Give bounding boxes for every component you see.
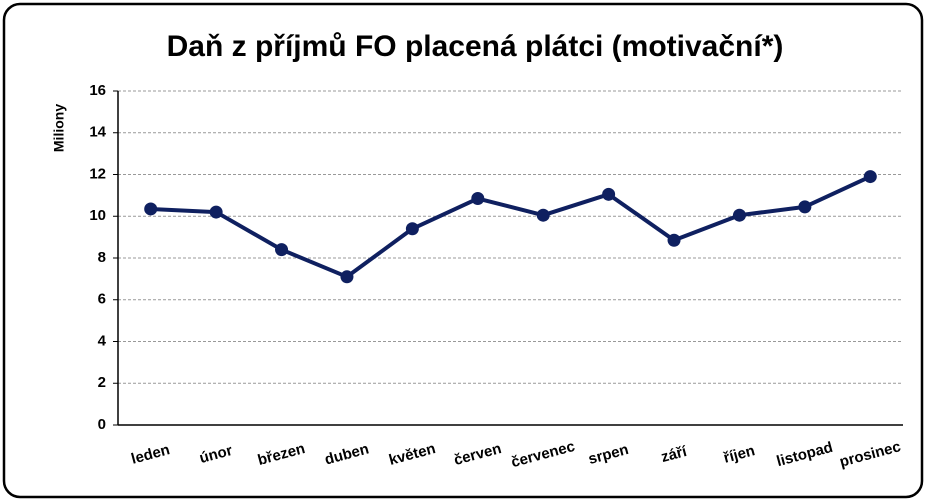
marker <box>863 170 877 184</box>
marker <box>209 205 223 219</box>
marker <box>798 200 812 214</box>
marker <box>602 187 616 201</box>
marker <box>144 202 158 216</box>
marker <box>536 208 550 222</box>
marker <box>405 222 419 236</box>
y-tick-label: 14 <box>89 124 106 141</box>
chart-frame <box>2 2 924 499</box>
marker <box>275 243 289 257</box>
marker <box>732 208 746 222</box>
y-tick-label: 16 <box>89 82 106 99</box>
y-axis-label: Miliony <box>51 104 67 152</box>
x-tick-label: září <box>659 443 689 466</box>
chart-title: Daň z příjmů FO placená plátci (motivačn… <box>167 30 784 63</box>
y-tick-label: 0 <box>98 416 106 433</box>
marker <box>471 192 485 206</box>
marker <box>340 270 354 284</box>
y-tick-label: 6 <box>98 291 106 308</box>
y-tick-label: 12 <box>89 165 106 182</box>
y-tick-label: 8 <box>98 249 106 266</box>
y-tick-label: 10 <box>89 207 106 224</box>
marker <box>667 233 681 247</box>
y-tick-label: 2 <box>98 374 106 391</box>
y-tick-label: 4 <box>98 332 107 349</box>
line <box>150 174 872 279</box>
